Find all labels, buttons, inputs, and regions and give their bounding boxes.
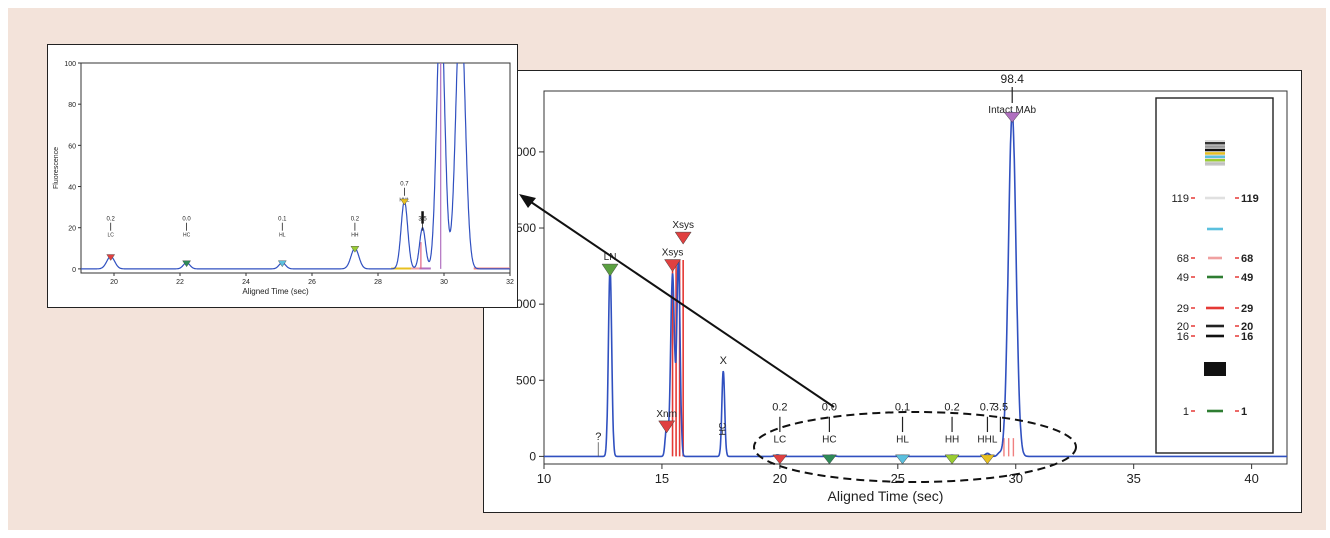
ladder-band xyxy=(1207,275,1223,279)
peak-name-label: HHL xyxy=(977,435,997,446)
inset-x-tick-label: 32 xyxy=(506,279,514,286)
inset-peak-name-label: LC xyxy=(107,233,114,239)
ladder-band xyxy=(1208,256,1222,260)
inset-x-tick-label: 20 xyxy=(110,279,118,286)
inset-peak-marker xyxy=(350,246,360,253)
peak-value-label: 98.4 xyxy=(1001,72,1025,86)
x-axis-title: Aligned Time (sec) xyxy=(828,488,944,504)
y-tick-label: 0 xyxy=(529,449,536,463)
x-tick-label: 15 xyxy=(655,471,669,486)
ladder-label-left: 68 xyxy=(1177,253,1189,265)
ladder-band xyxy=(1205,145,1225,148)
inset-x-tick-label: 22 xyxy=(176,279,184,286)
peak-name-label: Xnm xyxy=(656,409,677,420)
inset-y-tick-label: 80 xyxy=(68,102,76,109)
ladder-label-right: 29 xyxy=(1241,303,1253,315)
ladder-label-right: 16 xyxy=(1241,331,1253,343)
x-tick-label: 25 xyxy=(891,471,905,486)
ladder-band xyxy=(1206,306,1224,310)
inset-plot-area xyxy=(80,62,511,274)
inset-peak-name-label: HH xyxy=(351,233,359,239)
inset-y-tick-label: 100 xyxy=(64,61,76,68)
peak-name-label: LN xyxy=(604,252,617,263)
peak-name-label: HL xyxy=(896,435,909,446)
ladder-label-right: 68 xyxy=(1241,253,1253,265)
inset-electropherogram: 0 20 40 60 80 100 20 22 24 26 28 30 32 Aligned Time (… xyxy=(53,61,514,296)
peak-value-label: 0.1 xyxy=(895,402,910,414)
inset-peak-name-label: HC xyxy=(183,233,191,239)
inset-x-tick-label: 26 xyxy=(308,279,316,286)
ladder-band xyxy=(1207,227,1223,231)
inset-y-tick-label: 40 xyxy=(68,185,76,192)
inset-y-tick-label: 0 xyxy=(72,267,76,274)
inset-peak-value-label: 0.2 xyxy=(351,217,360,223)
x-tick-label: 20 xyxy=(773,471,787,486)
peak-value-label: 3.5 xyxy=(993,402,1008,414)
y-tick-label: 000 xyxy=(516,145,536,159)
peak-name-label: HC xyxy=(718,422,728,435)
peak-marker xyxy=(1003,112,1021,123)
ladder-band xyxy=(1207,409,1223,413)
ladder-label-left: 29 xyxy=(1177,303,1189,315)
x-tick-label: 40 xyxy=(1244,471,1258,486)
inset-peak-value-label: 0.7 xyxy=(400,182,409,188)
peak-value-label: 0.2 xyxy=(944,402,959,414)
peak-name-label: ? xyxy=(595,431,601,443)
inset-trace-line xyxy=(81,63,510,270)
inset-y-tick-label: 60 xyxy=(68,143,76,150)
ladder-label-right: 20 xyxy=(1241,321,1253,333)
inset-peak-marker xyxy=(106,254,116,261)
ladder-label-left: 16 xyxy=(1177,331,1189,343)
ladder-band xyxy=(1205,162,1225,165)
peak-name-label: HH xyxy=(945,435,959,446)
inset-peak-marker xyxy=(182,260,191,268)
ladder-label-right: 1 xyxy=(1241,406,1247,418)
ladder-label-left: 49 xyxy=(1177,272,1189,284)
peak-name-label: HC xyxy=(822,435,836,446)
peak-value-label: 0.2 xyxy=(772,402,787,414)
inset-y-axis-title: Fluorescence xyxy=(53,147,60,189)
ladder-label-left: 20 xyxy=(1177,321,1189,333)
y-tick-label: 500 xyxy=(516,373,536,387)
ladder-label-left: 119 xyxy=(1171,193,1189,205)
peak-name-label: LC xyxy=(773,435,786,446)
peak-name-label: Xsys xyxy=(672,220,694,231)
x-tick-label: 35 xyxy=(1126,471,1140,486)
ladder-band xyxy=(1205,152,1225,155)
x-tick-label: 30 xyxy=(1009,471,1023,486)
inset-x-axis-title: Aligned Time (sec) xyxy=(242,287,309,296)
ladder-band xyxy=(1205,159,1225,162)
peak-value-label: 0.7 xyxy=(980,402,995,414)
ladder-band xyxy=(1206,324,1224,328)
inset-x-tick-label: 28 xyxy=(374,279,382,286)
ladder-band xyxy=(1205,148,1225,152)
inset-y-tick-label: 20 xyxy=(68,226,76,233)
inset-x-tick-label: 24 xyxy=(242,279,250,286)
ladder-band xyxy=(1205,155,1225,158)
peak-name-label: X xyxy=(720,355,728,367)
inset-chart-frame: 0 20 40 60 80 100 20 22 24 26 28 30 32 Aligned Time (… xyxy=(47,44,518,308)
inset-peak-name-label: HL xyxy=(279,233,286,239)
inset-peak-marker xyxy=(400,198,409,206)
x-tick-label: 10 xyxy=(537,471,551,486)
ladder-band xyxy=(1206,334,1224,338)
ladder-dark-band xyxy=(1204,362,1226,376)
peak-name-label: Intact MAb xyxy=(988,105,1036,116)
peak-marker xyxy=(658,420,676,434)
main-chart-frame: 0 500 1000 1500 000 10 15 20 25 30 35 40 Aligned Tim… xyxy=(483,70,1302,513)
inset-peak-marker xyxy=(277,260,287,268)
inset-peak-value-label: 0.2 xyxy=(107,217,116,223)
peak-name-label: Xsys xyxy=(662,248,684,259)
inset-x-tick-label: 30 xyxy=(440,279,448,286)
ladder-label-left: 1 xyxy=(1183,406,1189,418)
ladder-band xyxy=(1205,196,1225,200)
ladder-label-right: 119 xyxy=(1241,193,1259,205)
peak-value-label: 0.0 xyxy=(822,402,837,414)
ladder-band xyxy=(1205,142,1225,145)
inset-peak-value-label: 0.1 xyxy=(278,217,287,223)
inset-peak-value-label: 0.0 xyxy=(182,217,191,223)
ladder-label-right: 49 xyxy=(1241,272,1253,284)
